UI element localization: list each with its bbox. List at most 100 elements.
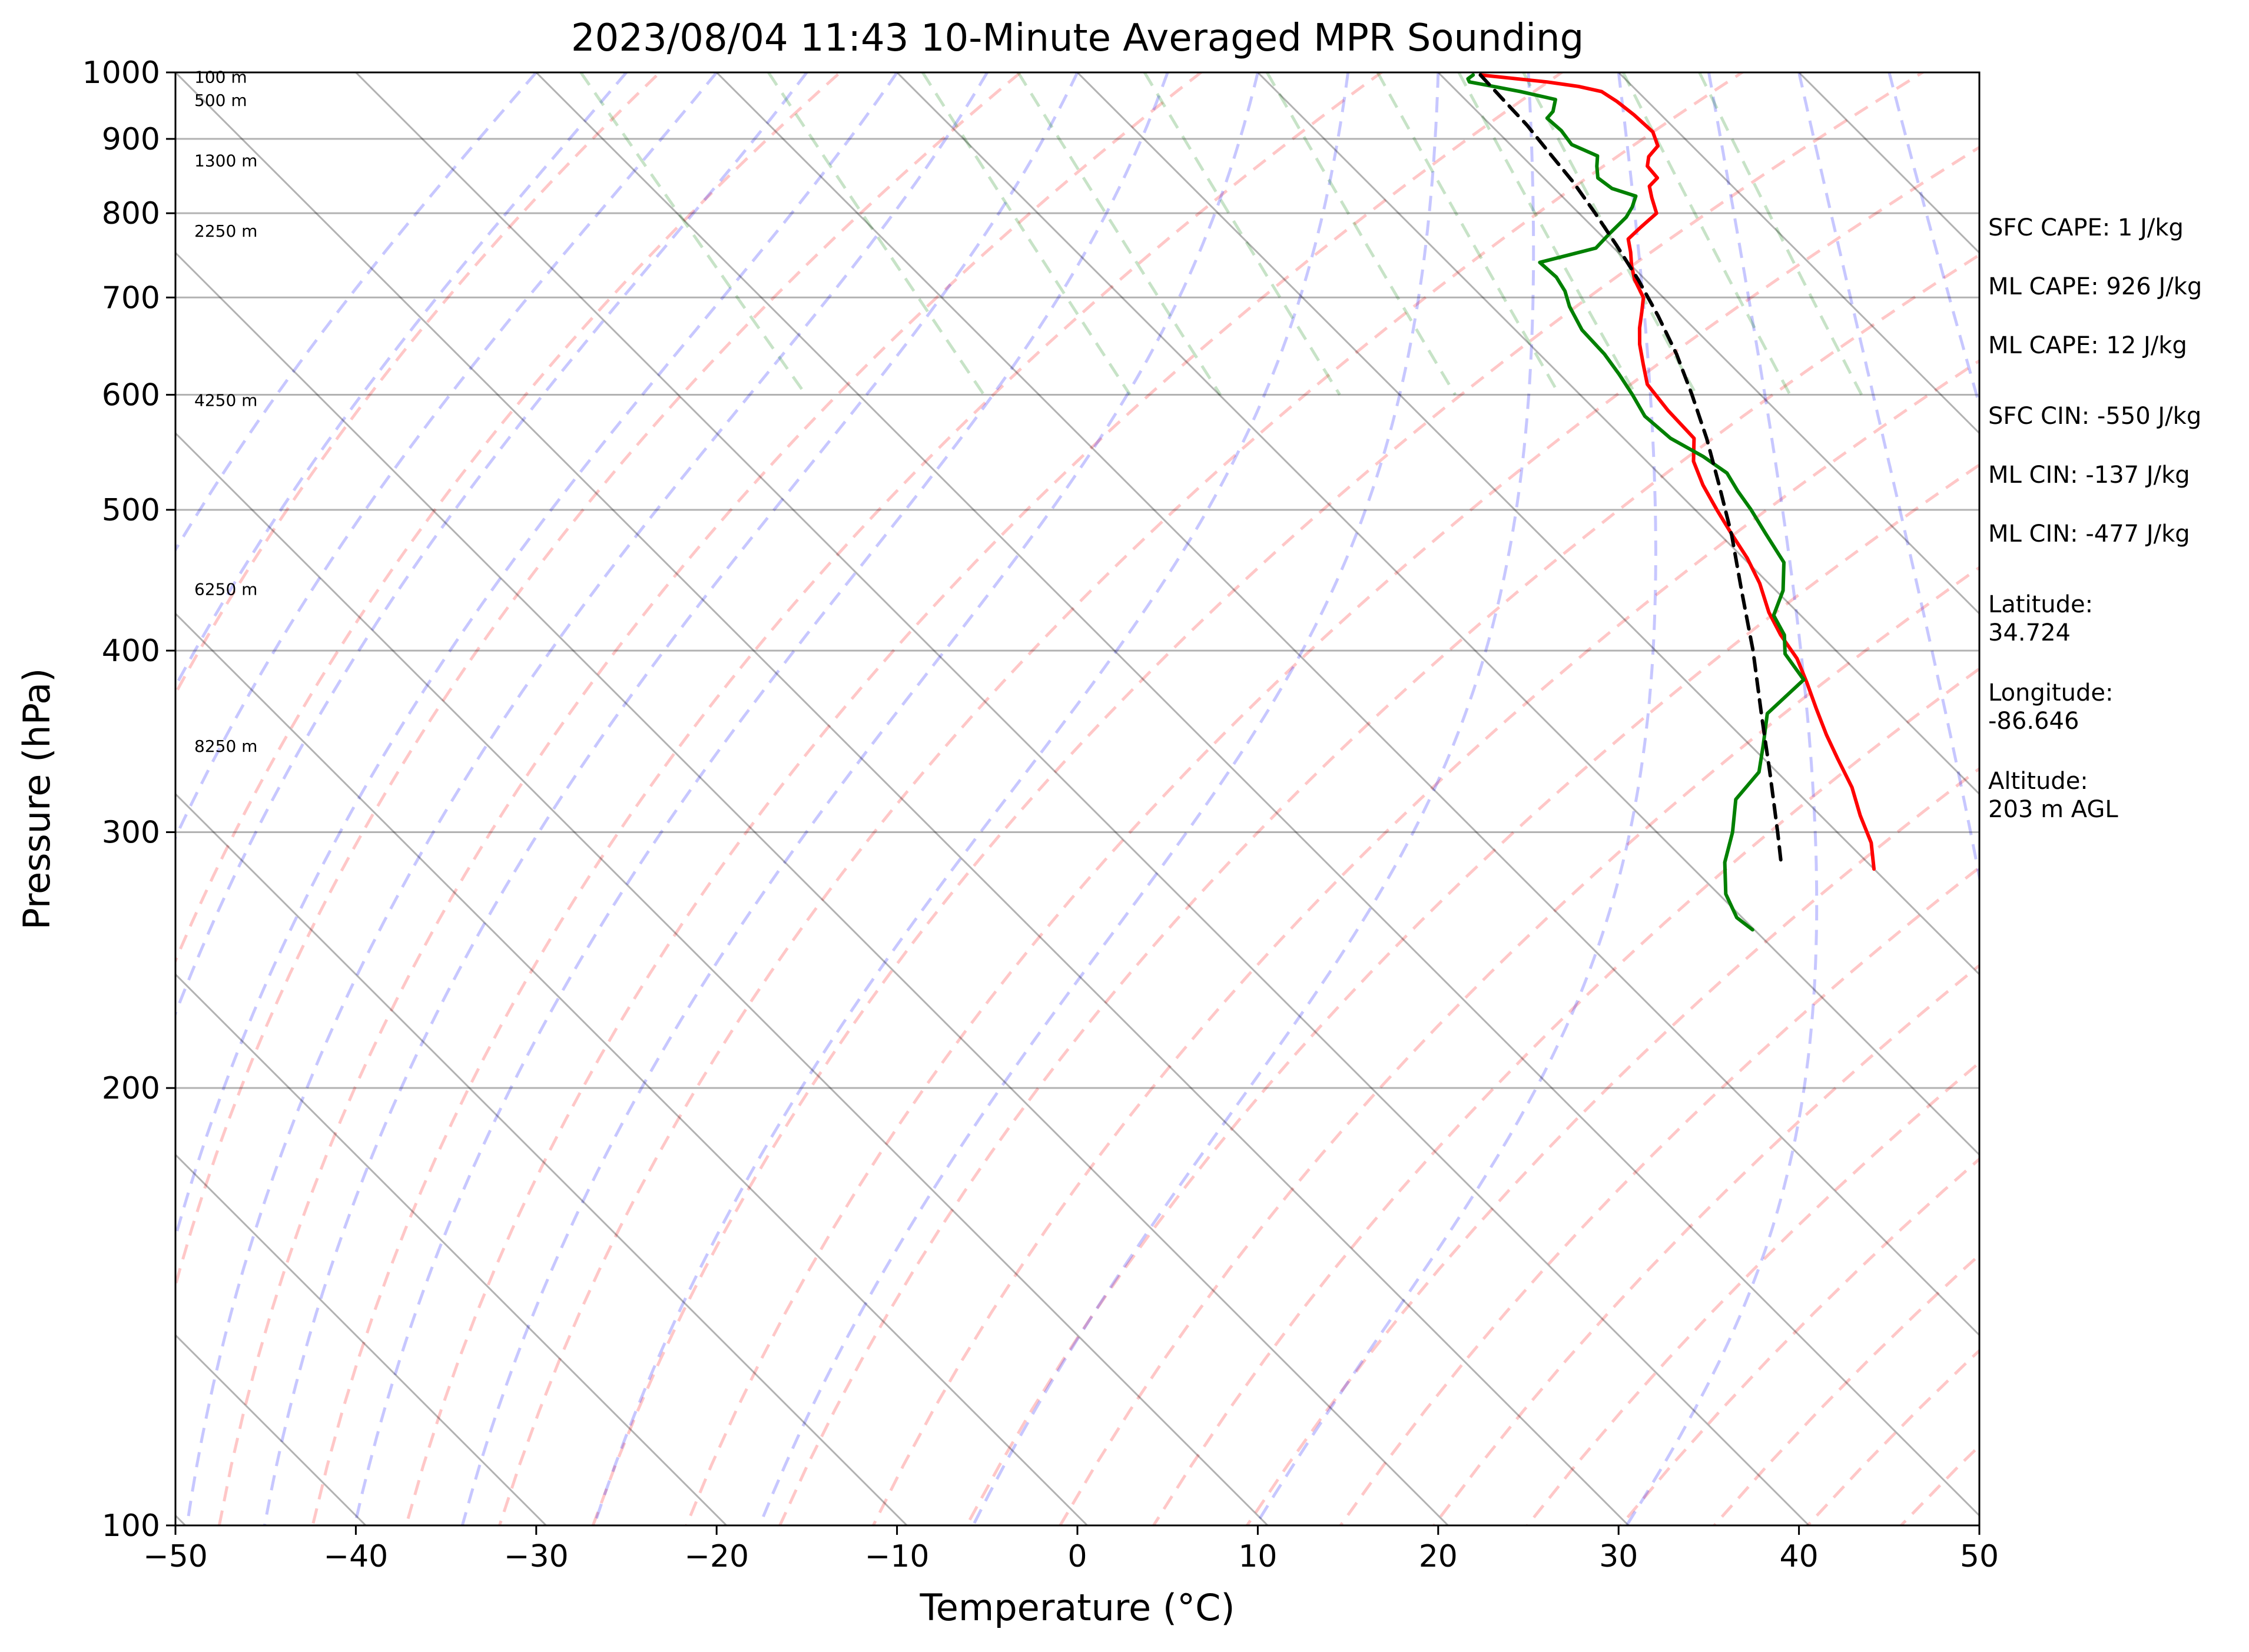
height-label: 100 m <box>194 68 247 87</box>
x-tick-label: 10 <box>1238 1539 1277 1574</box>
isotherm <box>355 72 1810 1525</box>
isotherm <box>896 72 1979 1156</box>
background-lines <box>175 72 1979 1525</box>
temperature-line <box>1478 73 1876 871</box>
height-label: 1300 m <box>194 151 257 170</box>
dry-adiabat <box>871 359 1979 1525</box>
x-tick-label: −30 <box>504 1539 569 1574</box>
y-tick-label: 600 <box>102 378 160 413</box>
longitude-line: -86.646 <box>1988 708 2079 735</box>
dry-adiabat <box>175 72 1023 1292</box>
y-tick-label: 900 <box>102 122 160 157</box>
mixing-ratio-line <box>1621 72 1792 396</box>
isotherm <box>175 432 1269 1525</box>
dry-adiabat <box>311 72 1384 1525</box>
height-label: 4250 m <box>194 390 257 410</box>
dry-adiabat <box>778 253 1979 1525</box>
altitude-text: Altitude: 203 m AGL <box>1988 768 2118 823</box>
moist-adiabat <box>592 72 1350 1525</box>
isotherm <box>535 72 1979 1517</box>
moist-adiabat <box>175 72 538 553</box>
x-tick-label: −40 <box>324 1539 389 1574</box>
dry-adiabat <box>1338 865 1979 1525</box>
dry-adiabat <box>685 145 1979 1525</box>
x-axis-label: Temperature (°C) <box>919 1586 1235 1629</box>
x-tick-label: 0 <box>1067 1539 1087 1574</box>
y-tick-label: 700 <box>102 280 160 316</box>
isotherm <box>175 251 1449 1525</box>
moist-adiabat <box>263 72 1079 1525</box>
mixing-ratio-line <box>1376 72 1561 396</box>
dry-adiabat <box>175 72 842 965</box>
moist-adiabat <box>185 72 989 1525</box>
moist-adiabat <box>460 72 1259 1525</box>
x-tick-label: 30 <box>1599 1539 1638 1574</box>
ml-cape-1-line: ML CAPE: 926 J/kg <box>1988 273 2202 300</box>
latitude-text: Latitude: 34.724 <box>1988 591 2093 646</box>
dry-adiabat <box>404 72 1565 1525</box>
mixing-ratio-line <box>1017 72 1222 396</box>
dry-adiabat <box>497 72 1745 1525</box>
x-tick-label: −50 <box>143 1539 208 1574</box>
moist-adiabat <box>971 72 1535 1525</box>
moist-adiabat <box>175 72 628 689</box>
y-axis-label: Pressure (hPa) <box>15 668 58 930</box>
isotherm <box>175 1153 547 1525</box>
height-label: 500 m <box>194 91 247 110</box>
x-tick-label: 20 <box>1419 1539 1458 1574</box>
y-tick-label: 400 <box>102 633 160 669</box>
isotherm <box>1257 72 1979 795</box>
mixing-ratio-line <box>579 72 807 396</box>
moist-adiabat <box>175 72 718 841</box>
longitude-line: Longitude: <box>1988 679 2113 706</box>
sounding-info-panel: SFC CAPE: 1 J/kg ML CAPE: 926 J/kg ML CAPE… <box>1988 214 2202 823</box>
latitude-line: Latitude: <box>1988 591 2093 618</box>
sfc-cin-line: SFC CIN: -550 J/kg <box>1988 403 2201 430</box>
ml-cin-2-text: ML CIN: -477 J/kg <box>1988 520 2190 548</box>
moist-adiabat <box>1254 72 1657 1525</box>
isotherm <box>175 792 908 1525</box>
ml-cin-1-text: ML CIN: -137 J/kg <box>1988 462 2190 489</box>
ml-cin-1-line: ML CIN: -137 J/kg <box>1988 462 2190 489</box>
chart-title: 2023/08/04 11:43 10-Minute Averaged MPR … <box>571 16 1584 60</box>
isotherm <box>1076 72 1979 976</box>
longitude-text: Longitude: -86.646 <box>1988 679 2113 735</box>
isotherm <box>175 72 1630 1525</box>
mixing-ratio-line <box>1522 72 1698 396</box>
sfc-cape-line: SFC CAPE: 1 J/kg <box>1988 214 2184 241</box>
moist-adiabat <box>1888 72 1979 410</box>
altitude-line: Altitude: <box>1988 768 2088 795</box>
height-label: 6250 m <box>194 580 257 599</box>
x-tick-label: −20 <box>684 1539 749 1574</box>
altitude-line: 203 m AGL <box>1988 796 2118 823</box>
height-labels: 8250 m 6250 m 4250 m 2250 m 1300 m 500 m 100 m <box>194 68 257 756</box>
y-tick-label: 300 <box>102 815 160 850</box>
height-label: 2250 m <box>194 221 257 241</box>
y-tick-label: 100 <box>102 1508 160 1544</box>
isotherm <box>175 973 728 1525</box>
moist-adiabat <box>175 72 808 1018</box>
y-tick-label: 800 <box>102 196 160 231</box>
x-tick-label: 50 <box>1960 1539 1999 1574</box>
latitude-line: 34.724 <box>1988 619 2071 646</box>
y-tick-label: 200 <box>102 1071 160 1106</box>
parcel-profile-line <box>1478 73 1783 869</box>
moist-adiabat <box>758 72 1440 1525</box>
isotherm <box>1618 72 1979 434</box>
isotherm <box>175 612 1088 1525</box>
moist-adiabat <box>1625 72 1819 1525</box>
moist-adiabat <box>353 72 1169 1525</box>
y-tick-label: 1000 <box>82 55 160 91</box>
mixing-ratio-line <box>1698 72 1863 396</box>
ml-cin-2-line: ML CIN: -477 J/kg <box>1988 520 2190 548</box>
y-tick-label: 500 <box>102 493 160 528</box>
ml-cape-2-line: ML CAPE: 12 J/kg <box>1988 332 2187 359</box>
ml-cape-1-text: ML CAPE: 926 J/kg <box>1988 273 2202 300</box>
x-tick-label: 40 <box>1780 1539 1819 1574</box>
height-label: 8250 m <box>194 737 257 756</box>
isotherm <box>716 72 1979 1336</box>
mixing-ratio-line <box>1457 72 1637 396</box>
dry-adiabat <box>175 72 662 697</box>
sfc-cape-text: SFC CAPE: 1 J/kg <box>1988 214 2184 241</box>
